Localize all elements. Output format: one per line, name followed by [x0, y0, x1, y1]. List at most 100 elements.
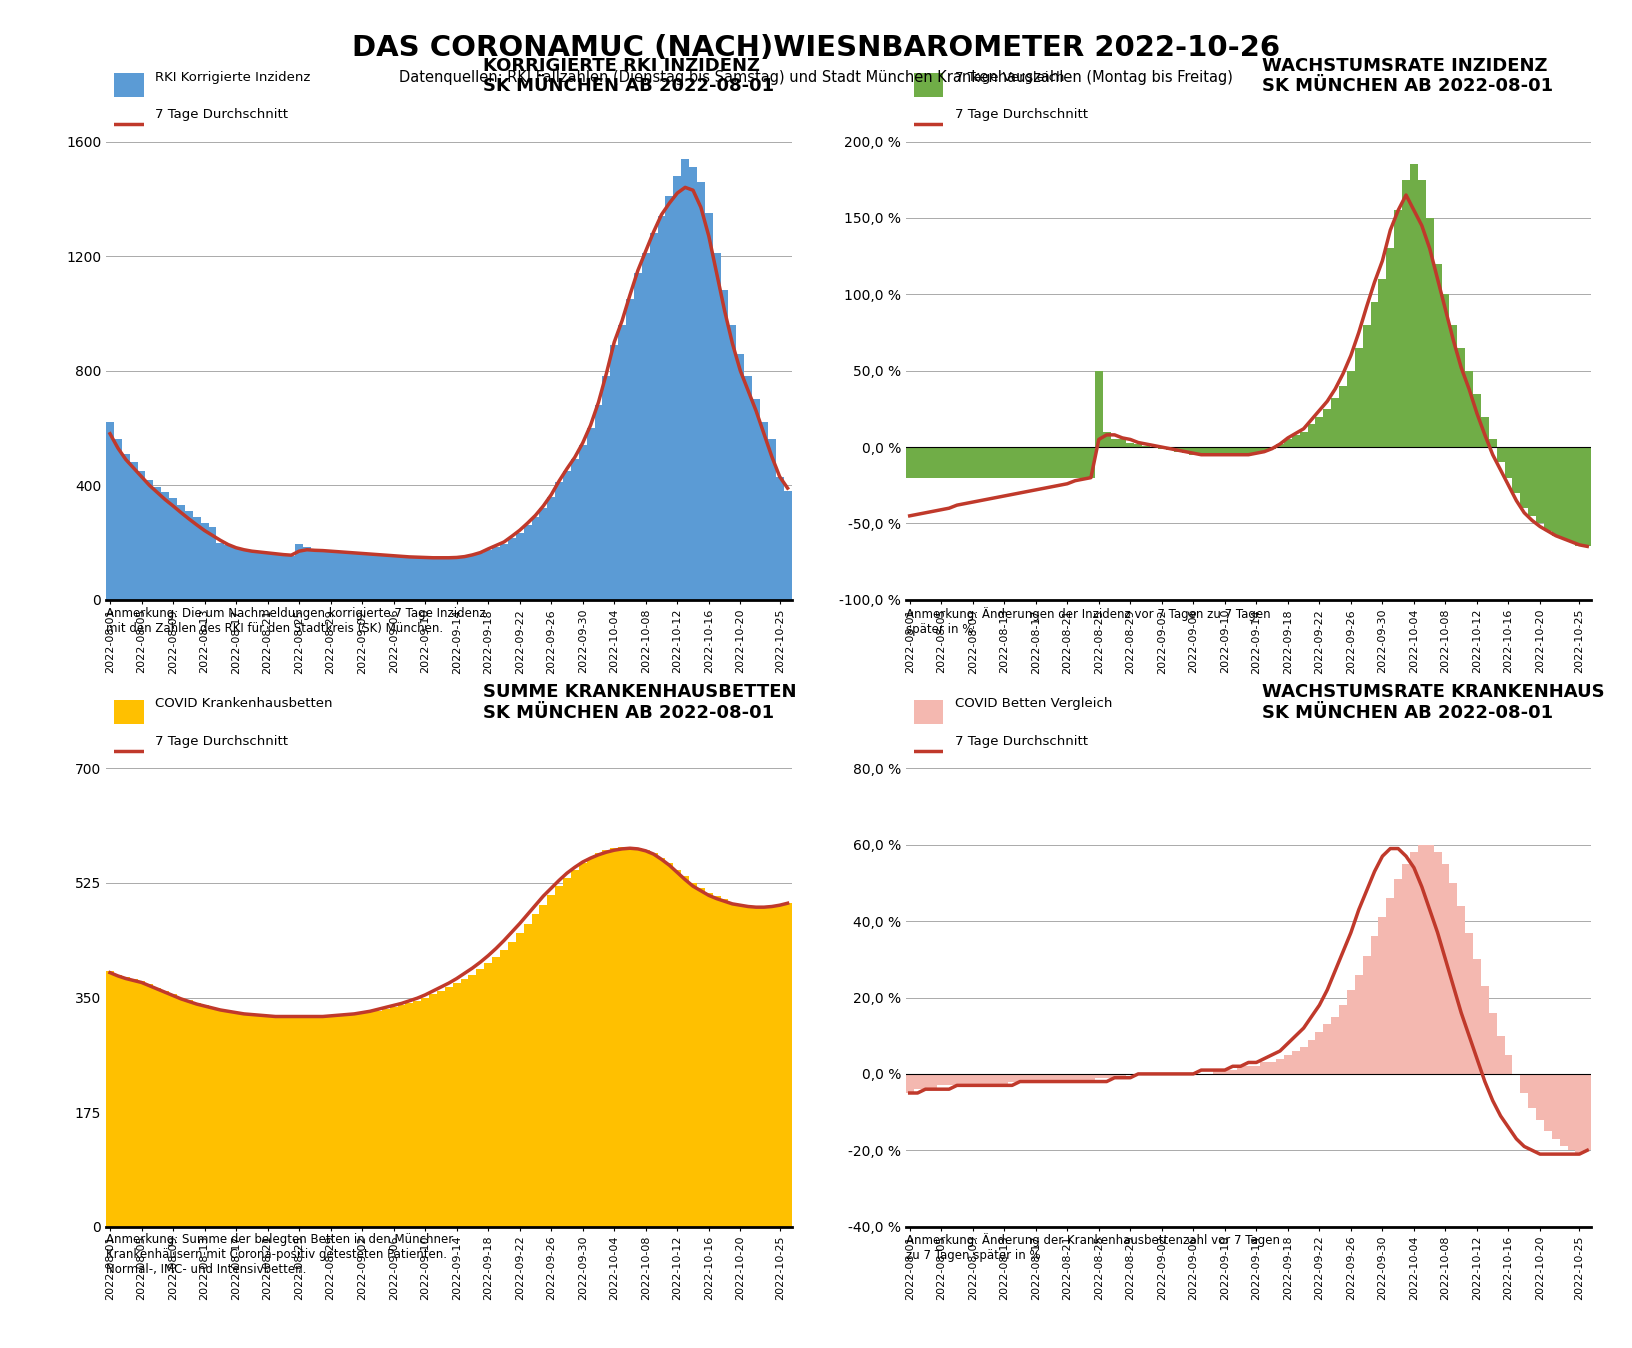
Bar	[264, 554, 271, 600]
Bar	[1299, 1047, 1307, 1074]
Bar	[240, 1014, 248, 1227]
Bar	[984, 1074, 992, 1085]
Bar	[224, 1011, 232, 1227]
Bar	[571, 460, 579, 600]
Bar	[929, 448, 937, 477]
Bar	[232, 549, 240, 600]
Bar	[477, 554, 485, 600]
Bar	[493, 547, 499, 600]
Bar	[374, 554, 382, 600]
Bar	[1466, 933, 1474, 1074]
Bar	[318, 550, 326, 600]
Bar	[137, 981, 145, 1227]
Text: WACHSTUMSRATE INZIDENZ
SK MÜNCHEN AB 2022-08-01: WACHSTUMSRATE INZIDENZ SK MÜNCHEN AB 202…	[1262, 57, 1554, 96]
Bar	[914, 448, 922, 477]
Bar	[295, 545, 304, 600]
Bar	[437, 991, 446, 1227]
Bar	[969, 1074, 976, 1085]
Bar	[446, 558, 452, 600]
Bar	[1165, 448, 1173, 450]
Bar	[610, 345, 619, 600]
Bar	[1103, 431, 1111, 448]
Bar	[1394, 879, 1402, 1074]
Bar	[279, 1016, 287, 1227]
Bar	[1031, 1074, 1040, 1081]
Bar	[1315, 417, 1324, 448]
Bar	[413, 558, 421, 600]
Bar	[162, 492, 170, 600]
Bar	[1087, 1074, 1095, 1081]
Bar	[961, 1074, 969, 1085]
Bar	[304, 547, 312, 600]
Bar	[145, 984, 153, 1227]
Bar	[650, 853, 658, 1227]
Bar	[256, 1015, 264, 1227]
Bar	[1449, 883, 1457, 1074]
Bar	[1221, 1070, 1229, 1074]
Text: COVID Krankenhausbetten: COVID Krankenhausbetten	[155, 697, 333, 710]
Bar	[437, 558, 446, 600]
Bar	[1332, 398, 1340, 448]
Bar	[1009, 448, 1017, 477]
Bar	[752, 907, 761, 1227]
Bar	[1048, 1074, 1056, 1081]
Bar	[351, 553, 357, 600]
Bar	[721, 899, 728, 1227]
Bar	[992, 1074, 1000, 1085]
Bar	[1371, 302, 1379, 448]
Text: Anmerkung: Summe der belegten Betten in den Münchner
Krankenhäusern mit Corona-p: Anmerkung: Summe der belegten Betten in …	[106, 1233, 454, 1277]
Bar	[752, 399, 761, 600]
Bar	[1182, 448, 1190, 453]
Bar	[1575, 1074, 1583, 1154]
Bar	[217, 1010, 224, 1227]
Bar	[945, 1074, 953, 1085]
Bar	[516, 532, 524, 600]
Bar	[1379, 918, 1386, 1074]
Bar	[343, 551, 351, 600]
Bar	[1552, 448, 1560, 535]
Bar	[1268, 1062, 1276, 1074]
Bar	[1118, 1074, 1126, 1078]
Bar	[398, 557, 405, 600]
Bar	[1245, 1066, 1252, 1074]
Bar	[633, 274, 641, 600]
Bar	[452, 558, 460, 600]
Bar	[532, 914, 540, 1227]
Bar	[1402, 179, 1410, 448]
Bar	[390, 555, 398, 600]
Bar	[405, 557, 413, 600]
Bar	[170, 499, 176, 600]
Bar	[1528, 1074, 1536, 1108]
Bar	[1142, 446, 1151, 448]
Bar	[1568, 1074, 1575, 1150]
Bar	[1260, 1062, 1268, 1074]
Bar	[1552, 1074, 1560, 1139]
Bar	[312, 550, 318, 600]
Bar	[627, 299, 633, 600]
Bar	[914, 1074, 922, 1089]
Bar	[217, 542, 224, 600]
Bar	[1536, 448, 1544, 523]
Bar	[775, 477, 783, 600]
Bar	[1056, 448, 1064, 477]
Bar	[1023, 1074, 1031, 1081]
Bar	[563, 470, 571, 600]
Bar	[429, 558, 437, 600]
Bar	[295, 1018, 304, 1227]
Bar	[162, 991, 170, 1227]
Bar	[1544, 1074, 1552, 1131]
Bar	[312, 1018, 318, 1227]
Bar	[1079, 448, 1087, 477]
Bar	[650, 233, 658, 600]
Bar	[681, 159, 689, 600]
Bar	[1064, 1074, 1071, 1081]
Bar	[1252, 448, 1260, 453]
Bar	[1379, 279, 1386, 448]
Bar	[658, 859, 666, 1227]
Bar	[1229, 1070, 1237, 1074]
Bar	[1474, 394, 1480, 448]
Bar	[1363, 325, 1371, 448]
Bar	[170, 995, 176, 1227]
Bar	[516, 933, 524, 1227]
Bar	[922, 448, 929, 477]
